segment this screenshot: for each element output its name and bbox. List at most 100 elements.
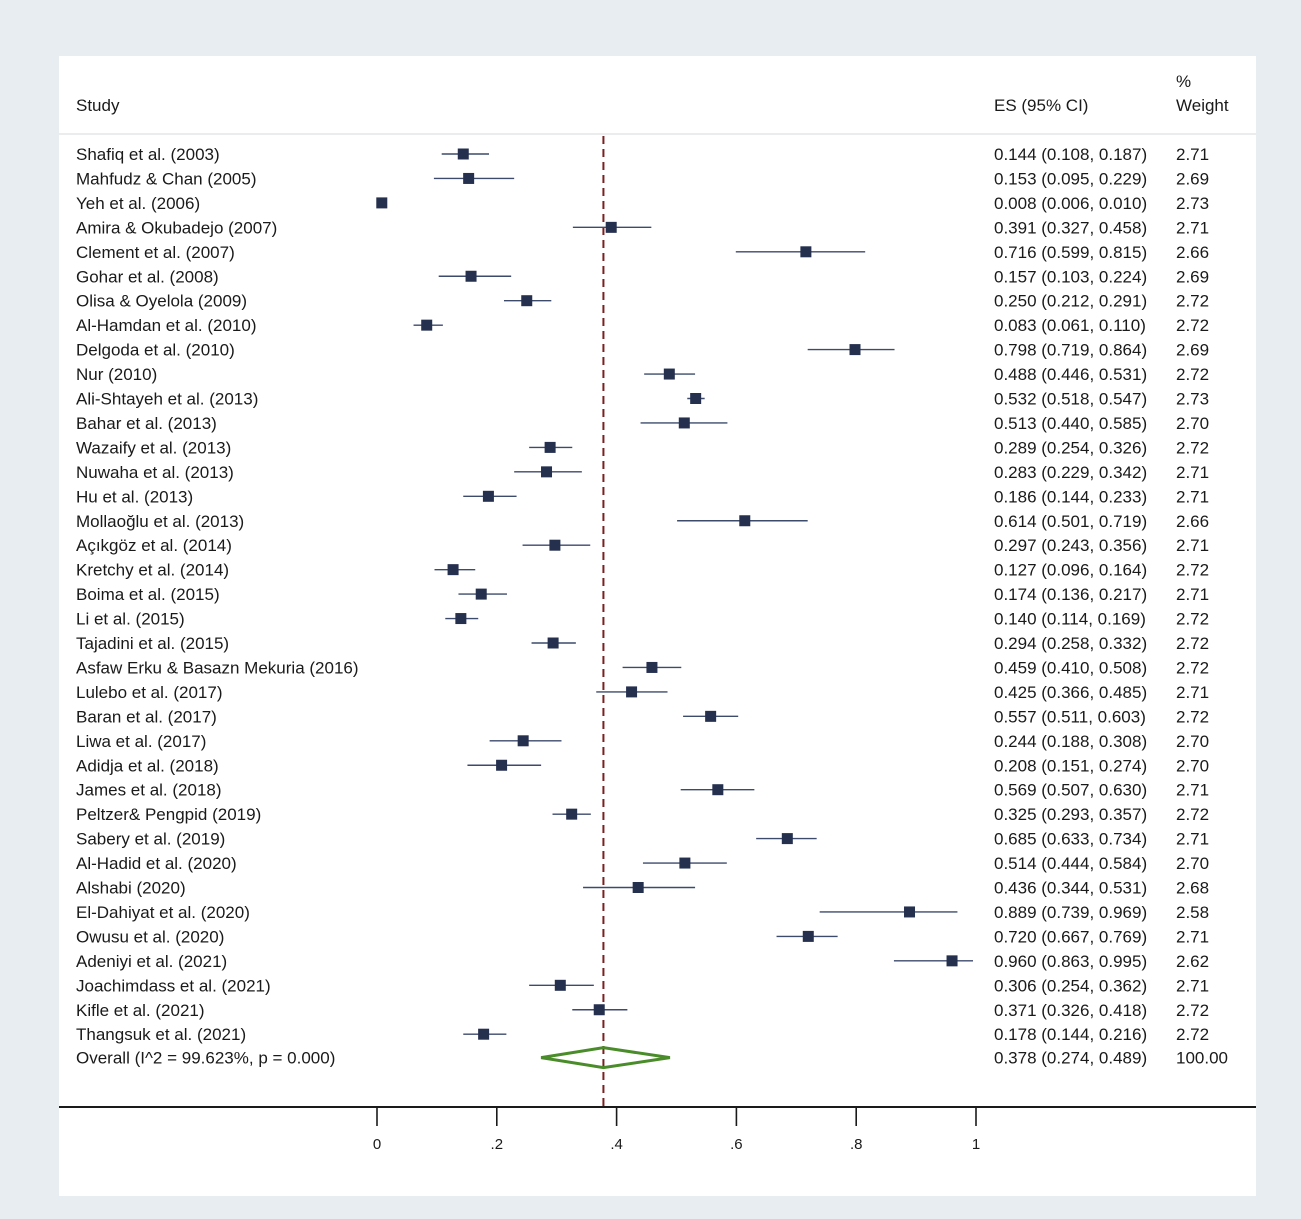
study-label: Thangsuk et al. (2021) [76,1025,246,1044]
study-row-14: Nuwaha et al. (2013) 0.283 (0.229, 0.342)… [76,463,1209,482]
es-ci-value: 0.297 (0.243, 0.356) [994,536,1147,555]
study-row-32: El-Dahiyat et al. (2020) 0.889 (0.739, 0.… [76,903,1209,922]
header-weight: Weight [1176,96,1229,115]
study-label: Nuwaha et al. (2013) [76,463,234,482]
weight-value: 2.66 [1176,243,1209,262]
weight-value: 2.71 [1176,927,1209,946]
study-label: El-Dahiyat et al. (2020) [76,903,250,922]
study-label: Baran et al. (2017) [76,707,217,726]
study-row-2: Mahfudz & Chan (2005) 0.153 (0.095, 0.229… [76,169,1209,188]
weight-value: 2.62 [1176,952,1209,971]
weight-value: 2.72 [1176,805,1209,824]
weight-value: 2.72 [1176,1001,1209,1020]
weight-value: 2.70 [1176,854,1209,873]
weight-value: 2.68 [1176,879,1209,898]
study-row-8: Al-Hamdan et al. (2010) 0.083 (0.061, 0.1… [76,316,1209,335]
study-row-10: Nur (2010) 0.488 (0.446, 0.531) 2.72 [76,365,1209,384]
study-label: Kifle et al. (2021) [76,1001,205,1020]
study-row-6: Gohar et al. (2008) 0.157 (0.103, 0.224) 2… [76,267,1209,286]
overall-row: Overall (I^2 = 99.623%, p = 0.000) 0.378 … [76,1046,1228,1070]
study-row-20: Li et al. (2015) 0.140 (0.114, 0.169) 2.72 [76,610,1209,629]
study-label: Peltzer& Pengpid (2019) [76,805,261,824]
study-label: Ali-Shtayeh et al. (2013) [76,390,258,409]
effect-size-marker [646,661,658,673]
study-label: Sabery et al. (2019) [76,830,225,849]
x-tick-label: .2 [491,1136,504,1153]
effect-size-marker [593,1004,605,1016]
study-row-29: Sabery et al. (2019) 0.685 (0.633, 0.734)… [76,830,1209,849]
effect-size-marker [849,344,861,356]
weight-value: 2.72 [1176,634,1209,653]
effect-size-marker [541,466,553,478]
weight-value: 2.71 [1176,145,1209,164]
study-rows: Shafiq et al. (2003) 0.144 (0.108, 0.187)… [76,136,1228,1106]
effect-size-marker [496,759,508,771]
effect-size-marker [421,319,433,331]
study-label: Clement et al. (2007) [76,243,235,262]
overall-weight-value: 100.00 [1176,1049,1228,1068]
es-ci-value: 0.720 (0.667, 0.769) [994,927,1147,946]
es-ci-value: 0.283 (0.229, 0.342) [994,463,1147,482]
study-row-1: Shafiq et al. (2003) 0.144 (0.108, 0.187)… [76,145,1209,164]
weight-value: 2.72 [1176,316,1209,335]
overall-label: Overall (I^2 = 99.623%, p = 0.000) [76,1049,335,1068]
study-row-35: Joachimdass et al. (2021) 0.306 (0.254, 0… [76,976,1209,995]
es-ci-value: 0.371 (0.326, 0.418) [994,1001,1147,1020]
effect-size-marker [678,417,690,429]
effect-size-marker [904,906,916,918]
study-label: Owusu et al. (2020) [76,927,224,946]
effect-size-marker [605,221,617,233]
weight-value: 2.70 [1176,732,1209,751]
es-ci-value: 0.289 (0.254, 0.326) [994,438,1147,457]
es-ci-value: 0.614 (0.501, 0.719) [994,512,1147,531]
effect-size-marker [712,784,724,796]
study-label: Wazaify et al. (2013) [76,438,231,457]
effect-size-marker [447,564,459,576]
weight-value: 2.73 [1176,390,1209,409]
study-label: Adeniyi et al. (2021) [76,952,227,971]
weight-value: 2.71 [1176,487,1209,506]
weight-value: 2.66 [1176,512,1209,531]
study-label: Shafiq et al. (2003) [76,145,220,164]
study-row-19: Boima et al. (2015) 0.174 (0.136, 0.217) 2… [76,585,1209,604]
weight-value: 2.72 [1176,1025,1209,1044]
effect-size-marker [566,808,578,820]
es-ci-value: 0.153 (0.095, 0.229) [994,169,1147,188]
weight-value: 2.72 [1176,658,1209,677]
effect-size-marker [549,539,561,551]
study-row-33: Owusu et al. (2020) 0.720 (0.667, 0.769) 2… [76,927,1209,946]
es-ci-value: 0.178 (0.144, 0.216) [994,1025,1147,1044]
study-row-7: Olisa & Oyelola (2009) 0.250 (0.212, 0.29… [76,292,1209,311]
study-label: Delgoda et al. (2010) [76,341,235,360]
weight-value: 2.70 [1176,756,1209,775]
study-label: Kretchy et al. (2014) [76,561,229,580]
study-row-9: Delgoda et al. (2010) 0.798 (0.719, 0.864… [76,341,1209,360]
weight-value: 2.71 [1176,781,1209,800]
x-tick-label: .4 [610,1136,623,1153]
weight-value: 2.73 [1176,194,1209,213]
weight-value: 2.71 [1176,976,1209,995]
study-label: Al-Hamdan et al. (2010) [76,316,256,335]
weight-value: 2.72 [1176,438,1209,457]
study-row-12: Bahar et al. (2013) 0.513 (0.440, 0.585) 2… [76,414,1209,433]
es-ci-value: 0.532 (0.518, 0.547) [994,390,1147,409]
weight-value: 2.71 [1176,830,1209,849]
es-ci-value: 0.569 (0.507, 0.630) [994,781,1147,800]
es-ci-value: 0.798 (0.719, 0.864) [994,341,1147,360]
study-label: Asfaw Erku & Basazn Mekuria (2016) [76,658,359,677]
study-label: Joachimdass et al. (2021) [76,976,271,995]
study-row-17: Açıkgöz et al. (2014) 0.297 (0.243, 0.356… [76,536,1209,555]
study-label: Tajadini et al. (2015) [76,634,229,653]
weight-value: 2.72 [1176,365,1209,384]
es-ci-value: 0.514 (0.444, 0.584) [994,854,1147,873]
effect-size-marker [800,246,812,258]
es-ci-value: 0.140 (0.114, 0.169) [994,610,1146,629]
effect-size-marker [739,515,751,527]
study-row-13: Wazaify et al. (2013) 0.289 (0.254, 0.326… [76,438,1209,457]
study-row-11: Ali-Shtayeh et al. (2013) 0.532 (0.518, 0… [76,390,1209,409]
study-row-27: James et al. (2018) 0.569 (0.507, 0.630) 2… [76,781,1209,800]
study-row-23: Lulebo et al. (2017) 0.425 (0.366, 0.485)… [76,683,1209,702]
weight-value: 2.69 [1176,341,1209,360]
study-label: Bahar et al. (2013) [76,414,217,433]
weight-value: 2.72 [1176,707,1209,726]
